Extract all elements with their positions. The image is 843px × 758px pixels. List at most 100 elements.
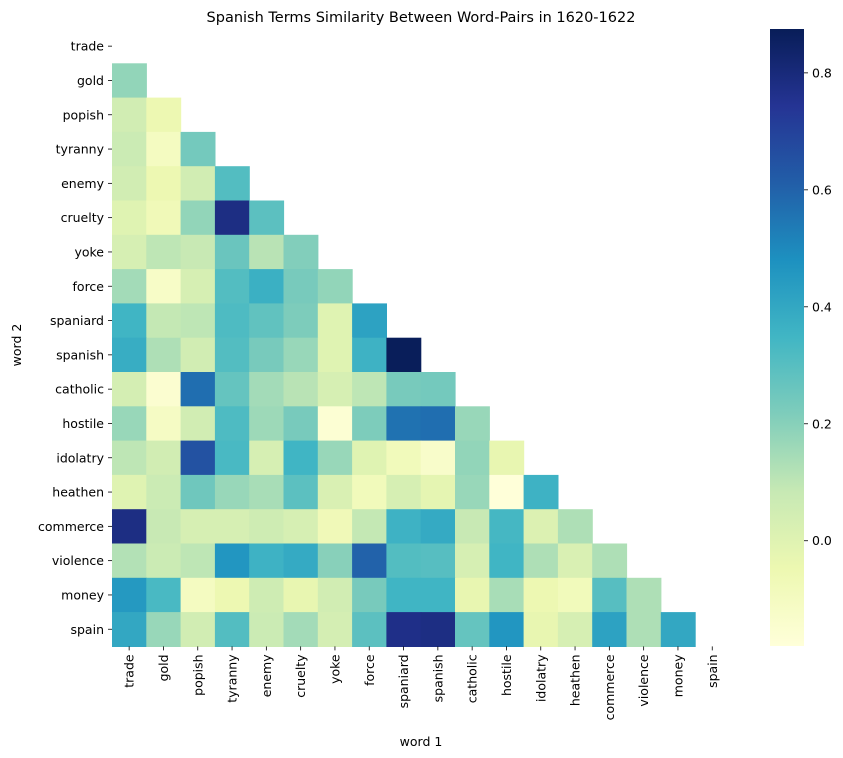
heatmap-cell-commerce-idolatry [523,509,559,545]
y-tick-label: spanish [56,347,104,362]
heatmap-cell-catholic-cruelty [283,372,319,407]
heatmap-cell-yoke-cruelty [283,234,319,270]
x-tick-label: force [362,654,377,686]
heatmap-cell-force-cruelty [283,269,319,304]
heatmap-cell-spanish-enemy [249,337,285,373]
heatmap-cell-heathen-trade [112,474,147,510]
heatmap-cell-force-yoke [317,269,353,304]
y-tick-label: gold [77,73,104,88]
heatmap-cell-idolatry-spaniard [386,440,422,476]
heatmap-cell-heathen-yoke [317,474,353,510]
heatmap-cell-commerce-cruelty [283,509,319,545]
heatmap-cell-heathen-catholic [455,474,490,510]
heatmap-cell-yoke-gold [146,234,182,270]
heatmap-cell-money-cruelty [283,577,319,613]
heatmap-cell-hostile-cruelty [283,406,319,442]
heatmap-cell-money-commerce [592,577,628,613]
x-tick-label: trade [122,654,137,688]
heatmap-cell-heathen-force [352,474,387,510]
y-tick-label: tyranny [56,142,105,157]
heatmap-cell-money-trade [112,577,147,613]
heatmap-cell-spain-commerce [592,612,628,647]
heatmap-cell-heathen-spanish [420,474,456,510]
heatmap-cell-idolatry-hostile [489,440,525,476]
heatmap-cell-heathen-tyranny [214,474,250,510]
heatmap-cell-tyranny-trade [112,131,147,167]
heatmap-cell-spaniard-gold [146,303,182,339]
heatmap-cell-commerce-spaniard [386,509,422,545]
heatmap-cell-spain-idolatry [523,612,559,647]
heatmap-cell-hostile-catholic [455,406,490,442]
heatmap-cell-idolatry-yoke [317,440,353,476]
heatmap-cell-money-spanish [420,577,456,613]
heatmap-cell-spanish-cruelty [283,337,319,373]
heatmap-cell-violence-hostile [489,543,525,579]
heatmap-cell-cruelty-enemy [249,200,285,236]
heatmap-cell-money-tyranny [214,577,250,613]
x-axis-ticks: trade gold popish tyranny enemy cruelty yoke fo… [122,646,720,720]
x-tick-label: commerce [602,654,617,720]
heatmap-cell-spanish-force [352,337,387,373]
x-tick-label: spain [705,654,720,688]
heatmap-cell-hostile-popish [180,406,216,442]
chart-title: Spanish Terms Similarity Between Word-Pa… [207,10,636,26]
x-tick-label: cruelty [293,654,308,698]
heatmap-cell-violence-commerce [592,543,628,579]
heatmap-cell-violence-spanish [420,543,456,579]
x-tick-label: spaniard [396,654,411,708]
heatmap-cell-cruelty-popish [180,200,216,236]
heatmap-cell-violence-yoke [317,543,353,579]
heatmap-cell-enemy-trade [112,166,147,202]
heatmap-cell-violence-catholic [455,543,490,579]
heatmap-cell-force-popish [180,269,216,304]
heatmap-cell-idolatry-catholic [455,440,490,476]
heatmap-cell-spaniard-enemy [249,303,285,339]
x-tick-label: catholic [465,654,480,703]
y-tick-label: force [73,279,105,294]
heatmap-cell-money-heathen [557,577,593,613]
heatmap-cell-idolatry-enemy [249,440,285,476]
heatmap-cell-spain-force [352,612,387,647]
x-tick-label: spanish [430,654,445,702]
heatmap-cell-money-spaniard [386,577,422,613]
heatmap-cell-idolatry-cruelty [283,440,319,476]
heatmap-cell-commerce-trade [112,509,147,545]
heatmap-cell-money-yoke [317,577,353,613]
heatmap-cell-tyranny-gold [146,131,182,167]
heatmap-cell-hostile-tyranny [214,406,250,442]
heatmap-cell-catholic-tyranny [214,372,250,407]
heatmap-cell-cruelty-gold [146,200,182,236]
x-tick-label: money [670,654,685,697]
heatmap-cell-heathen-enemy [249,474,285,510]
heatmap-cell-hostile-spaniard [386,406,422,442]
y-tick-label: enemy [61,176,104,191]
heatmap-cell-heathen-popish [180,474,216,510]
heatmap-cell-spain-money [660,612,696,647]
heatmap-cell-violence-tyranny [214,543,250,579]
heatmap-cell-violence-idolatry [523,543,559,579]
heatmap-cell-hostile-trade [112,406,147,442]
heatmap-cell-commerce-heathen [557,509,593,545]
heatmap-cell-money-gold [146,577,182,613]
heatmap-cell-force-enemy [249,269,285,304]
heatmap-cell-popish-trade [112,97,147,133]
heatmap-cell-violence-gold [146,543,182,579]
heatmap-cell-catholic-force [352,372,387,407]
heatmap-cell-commerce-force [352,509,387,545]
heatmap-cell-heathen-cruelty [283,474,319,510]
y-tick-label: popish [63,107,104,122]
heatmap-cell-idolatry-spanish [420,440,456,476]
heatmap-cell-tyranny-popish [180,131,216,167]
heatmap-cell-spain-cruelty [283,612,319,647]
heatmap-cell-money-enemy [249,577,285,613]
heatmap-cell-catholic-spanish [420,372,456,407]
heatmap-cell-catholic-yoke [317,372,353,407]
heatmap-cell-commerce-catholic [455,509,490,545]
colorbar-ticks: 0.0 0.2 0.4 0.6 0.8 [804,65,832,548]
heatmap-cell-spanish-gold [146,337,182,373]
heatmap-cell-violence-heathen [557,543,593,579]
heatmap-cell-idolatry-force [352,440,387,476]
y-tick-label: trade [71,39,105,54]
heatmap-cell-spain-trade [112,612,147,647]
heatmap-cell-spain-tyranny [214,612,250,647]
